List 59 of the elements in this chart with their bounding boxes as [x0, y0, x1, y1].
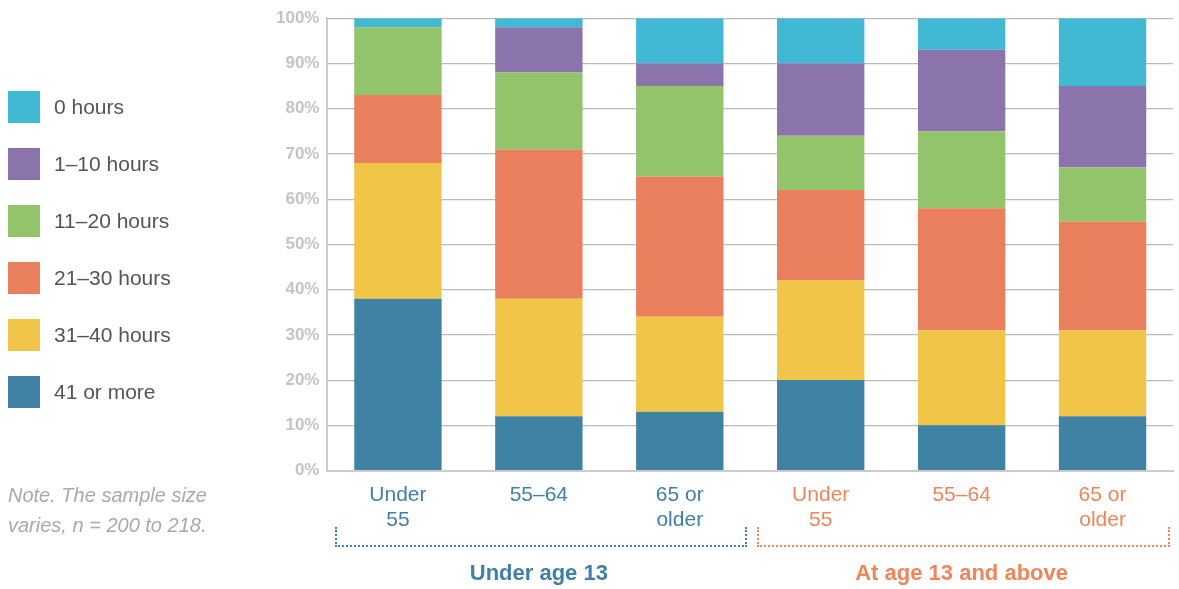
x-tick-label: 55–64 [509, 482, 569, 505]
y-tick-label: 50% [285, 234, 320, 254]
y-tick-label: 10% [285, 415, 320, 435]
bar [495, 27, 583, 73]
legend-label: 31–40 hours [54, 322, 171, 347]
x-tick-label: Under 55 [369, 482, 427, 531]
bar [1058, 167, 1147, 222]
legend-label: 1–10 hours [54, 151, 160, 176]
bar [495, 298, 583, 417]
bar [354, 162, 442, 299]
y-tick-label: 70% [285, 143, 320, 163]
bar [777, 135, 865, 191]
text: Note. The sample size varies, n = 200 to 218. [8, 483, 208, 538]
bar [636, 63, 724, 87]
y-tick-label: 0% [294, 460, 320, 480]
bar [636, 316, 724, 412]
bar [1058, 416, 1147, 470]
x-tick-label: 65 or older [655, 482, 704, 531]
bar [777, 380, 865, 470]
bar [495, 416, 583, 470]
bar [495, 149, 583, 299]
bar [1058, 221, 1147, 331]
bar [495, 72, 583, 150]
bar [1058, 330, 1147, 417]
bar [636, 411, 724, 470]
y-tick-label: 30% [285, 324, 320, 344]
x-tick-label: 55–64 [932, 482, 992, 505]
bar [777, 190, 865, 281]
text: At age 13 and above [854, 560, 1069, 586]
legend-label: 0 hours [54, 94, 125, 119]
bar [917, 425, 1006, 470]
bar [777, 18, 865, 64]
bar [354, 95, 442, 163]
x-tick-label: Under 55 [792, 482, 850, 531]
bar [354, 298, 442, 470]
bar [777, 63, 865, 136]
bar [917, 49, 1006, 132]
bar [636, 86, 724, 177]
y-tick-label: 100% [276, 7, 320, 27]
y-tick-label: 20% [285, 369, 320, 389]
y-tick-label: 80% [285, 98, 320, 118]
bar [354, 27, 442, 96]
text: Under age 13 [468, 560, 609, 586]
bar [917, 208, 1006, 331]
legend-label: 11–20 hours [54, 208, 170, 233]
x-tick-label: 65 or older [1078, 482, 1127, 531]
y-tick-label: 40% [285, 279, 320, 299]
bar [917, 330, 1006, 426]
bar [1058, 18, 1147, 87]
y-tick-label: 90% [285, 53, 320, 73]
bar [636, 18, 724, 64]
legend-label: 21–30 hours [54, 265, 171, 290]
bar [1058, 86, 1147, 168]
y-tick-label: 60% [285, 188, 320, 208]
bar [917, 131, 1006, 209]
bar [777, 280, 865, 381]
bar [917, 18, 1006, 50]
legend-label: 41 or more [54, 379, 156, 404]
bar [636, 176, 724, 317]
